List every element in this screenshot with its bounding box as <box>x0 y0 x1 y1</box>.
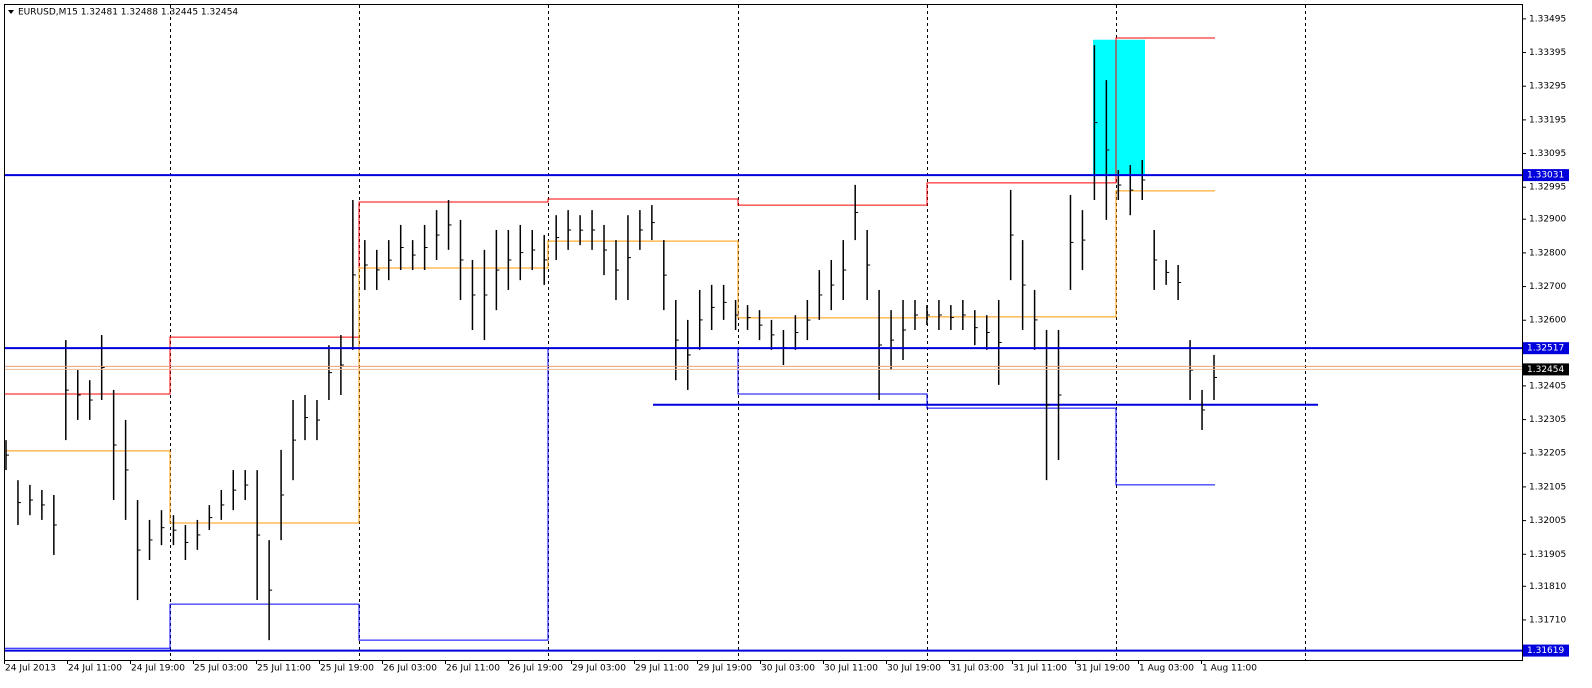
x-tick-label: 24 Jul 19:00 <box>131 664 185 674</box>
y-tick-label: 1.32105 <box>1529 482 1566 492</box>
x-tick-label: 30 Jul 03:00 <box>761 664 815 674</box>
x-tick-label: 31 Jul 03:00 <box>950 664 1004 674</box>
x-tick-label: 26 Jul 11:00 <box>446 664 500 674</box>
y-tick-label: 1.32205 <box>1529 449 1566 459</box>
y-tick-label: 1.31905 <box>1529 550 1566 560</box>
x-tick-label: 30 Jul 19:00 <box>887 664 941 674</box>
last-price-label: 1.32454 <box>1527 365 1564 375</box>
x-tick-label: 25 Jul 19:00 <box>320 664 374 674</box>
y-tick-label: 1.32995 <box>1529 183 1566 193</box>
y-tick-label: 1.32005 <box>1529 516 1566 526</box>
pivot-high-line <box>5 37 1215 395</box>
last-price-box <box>1523 363 1569 376</box>
y-tick-label: 1.33295 <box>1529 82 1566 92</box>
y-tick-label: 1.33095 <box>1529 149 1566 159</box>
x-tick-label: 30 Jul 11:00 <box>824 664 878 674</box>
price-label-box <box>1523 644 1569 657</box>
price-label-box <box>1523 342 1569 355</box>
y-tick-label: 1.32700 <box>1529 282 1566 292</box>
y-tick-label: 1.33495 <box>1529 14 1566 24</box>
x-tick-label: 1 Aug 11:00 <box>1202 664 1257 674</box>
price-label: 1.32517 <box>1527 344 1564 354</box>
plot-frame <box>4 4 1523 661</box>
price-label: 1.33031 <box>1527 171 1564 181</box>
x-tick-label: 24 Jul 2013 <box>5 664 56 674</box>
x-tick-label: 29 Jul 03:00 <box>572 664 626 674</box>
y-tick-label: 1.32900 <box>1529 215 1566 225</box>
x-tick-label: 29 Jul 19:00 <box>698 664 752 674</box>
x-tick-label: 1 Aug 03:00 <box>1139 664 1194 674</box>
x-tick-label: 29 Jul 11:00 <box>635 664 689 674</box>
chart-title: EURUSD,M15 1.32481 1.32488 1.32445 1.324… <box>18 8 238 18</box>
x-tick-label: 24 Jul 11:00 <box>68 664 122 674</box>
y-tick-label: 1.32305 <box>1529 415 1566 425</box>
x-tick-label: 31 Jul 19:00 <box>1076 664 1130 674</box>
zone <box>1093 39 1145 176</box>
y-tick-label: 1.31710 <box>1529 615 1566 625</box>
y-tick-label: 1.32405 <box>1529 381 1566 391</box>
y-tick-label: 1.33395 <box>1529 48 1566 58</box>
y-tick-label: 1.32800 <box>1529 248 1566 258</box>
y-tick-label: 1.32600 <box>1529 316 1566 326</box>
x-tick-label: 26 Jul 19:00 <box>509 664 563 674</box>
x-tick-label: 25 Jul 03:00 <box>194 664 248 674</box>
price-label: 1.31619 <box>1527 646 1564 656</box>
pivot-mid-line <box>5 190 1215 524</box>
x-tick-label: 26 Jul 03:00 <box>383 664 437 674</box>
y-tick-label: 1.31810 <box>1529 582 1566 592</box>
y-tick-label: 1.33195 <box>1529 115 1566 125</box>
price-label-box <box>1523 169 1569 182</box>
menu-arrow[interactable] <box>8 10 14 14</box>
x-tick-label: 31 Jul 11:00 <box>1013 664 1067 674</box>
x-tick-label: 25 Jul 11:00 <box>257 664 311 674</box>
